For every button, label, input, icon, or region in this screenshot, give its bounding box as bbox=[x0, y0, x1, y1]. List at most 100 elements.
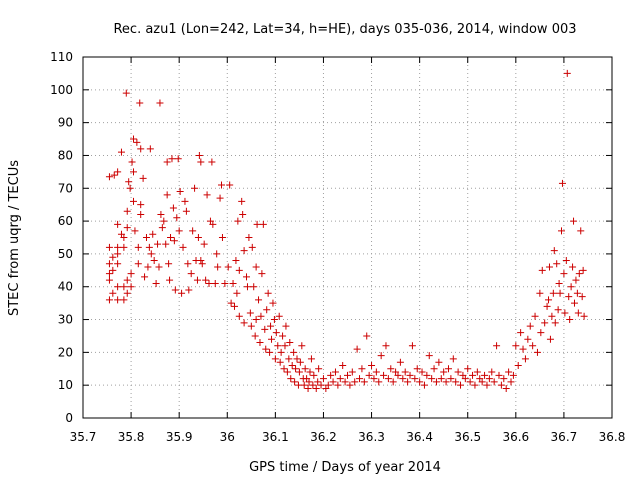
data-point bbox=[305, 378, 313, 386]
data-point bbox=[380, 371, 388, 379]
data-point bbox=[502, 384, 510, 392]
data-point bbox=[105, 260, 113, 268]
data-point bbox=[187, 270, 195, 278]
data-point bbox=[481, 371, 489, 379]
data-point bbox=[293, 355, 301, 363]
data-point bbox=[163, 191, 171, 199]
data-point bbox=[353, 345, 361, 353]
data-point bbox=[580, 312, 588, 320]
data-point bbox=[171, 286, 179, 294]
data-point bbox=[457, 381, 465, 389]
data-point bbox=[533, 348, 541, 356]
data-point bbox=[485, 375, 493, 383]
data-point bbox=[142, 234, 150, 241]
data-point bbox=[248, 243, 256, 251]
data-point bbox=[239, 211, 247, 219]
data-point bbox=[509, 371, 517, 379]
data-point bbox=[469, 371, 477, 379]
data-point bbox=[566, 316, 574, 324]
data-point bbox=[166, 276, 174, 284]
data-point bbox=[329, 378, 337, 386]
data-point bbox=[109, 289, 117, 297]
data-point bbox=[176, 188, 184, 196]
data-point bbox=[526, 322, 534, 330]
data-point bbox=[298, 342, 306, 350]
data-point bbox=[307, 355, 315, 363]
data-point bbox=[538, 266, 546, 274]
data-point bbox=[120, 234, 128, 241]
data-point bbox=[271, 355, 279, 363]
data-point bbox=[300, 381, 308, 389]
data-point bbox=[123, 207, 131, 215]
data-point bbox=[170, 237, 178, 245]
data-point bbox=[174, 155, 182, 163]
data-point bbox=[274, 342, 282, 350]
data-point bbox=[334, 381, 342, 389]
data-point bbox=[356, 375, 364, 383]
data-point bbox=[127, 283, 135, 291]
data-point bbox=[281, 342, 289, 350]
data-point bbox=[394, 371, 402, 379]
data-point bbox=[348, 368, 356, 376]
x-tick-label: 35.8 bbox=[118, 430, 145, 444]
data-point bbox=[114, 296, 122, 304]
data-point bbox=[461, 375, 469, 383]
data-point bbox=[432, 378, 440, 386]
data-point bbox=[202, 276, 210, 284]
data-point bbox=[197, 158, 205, 166]
data-point bbox=[428, 375, 436, 383]
data-point bbox=[507, 378, 515, 386]
data-point bbox=[341, 378, 349, 386]
data-point bbox=[136, 99, 144, 107]
data-point bbox=[536, 289, 544, 297]
data-point bbox=[158, 224, 166, 232]
data-point bbox=[399, 375, 407, 383]
data-point bbox=[558, 179, 566, 187]
data-point bbox=[209, 220, 217, 228]
data-point bbox=[250, 283, 258, 291]
data-point bbox=[304, 384, 312, 392]
data-point bbox=[167, 234, 175, 241]
data-point bbox=[543, 302, 551, 310]
data-point bbox=[191, 184, 199, 192]
data-point bbox=[408, 342, 416, 350]
data-point bbox=[524, 335, 532, 343]
data-point bbox=[282, 322, 290, 330]
data-point bbox=[562, 256, 570, 264]
data-point bbox=[449, 355, 457, 363]
data-point bbox=[129, 168, 137, 176]
data-point bbox=[168, 155, 176, 163]
data-point bbox=[384, 375, 392, 383]
data-point bbox=[179, 243, 187, 251]
data-point bbox=[553, 260, 561, 268]
data-point bbox=[251, 332, 259, 340]
grid bbox=[83, 57, 612, 418]
data-point bbox=[466, 378, 474, 386]
data-point bbox=[227, 299, 235, 307]
data-point bbox=[189, 227, 197, 235]
data-point bbox=[257, 312, 265, 320]
data-point bbox=[149, 230, 157, 238]
y-tick-label: 10 bbox=[58, 378, 73, 392]
data-point bbox=[565, 293, 573, 301]
data-point bbox=[546, 335, 554, 343]
data-point bbox=[377, 352, 385, 360]
data-point bbox=[339, 361, 347, 369]
data-point bbox=[245, 234, 253, 241]
data-point bbox=[233, 289, 241, 297]
data-point bbox=[229, 279, 237, 287]
data-point bbox=[382, 342, 390, 350]
data-point bbox=[286, 339, 294, 347]
data-point bbox=[291, 378, 299, 386]
data-point bbox=[258, 270, 266, 278]
data-point bbox=[306, 368, 314, 376]
data-point bbox=[363, 332, 371, 340]
data-point bbox=[198, 260, 206, 268]
data-point bbox=[464, 365, 472, 373]
data-point bbox=[497, 381, 505, 389]
data-point bbox=[288, 361, 296, 369]
data-point bbox=[317, 381, 325, 389]
data-point bbox=[500, 375, 508, 383]
data-point bbox=[200, 240, 208, 248]
